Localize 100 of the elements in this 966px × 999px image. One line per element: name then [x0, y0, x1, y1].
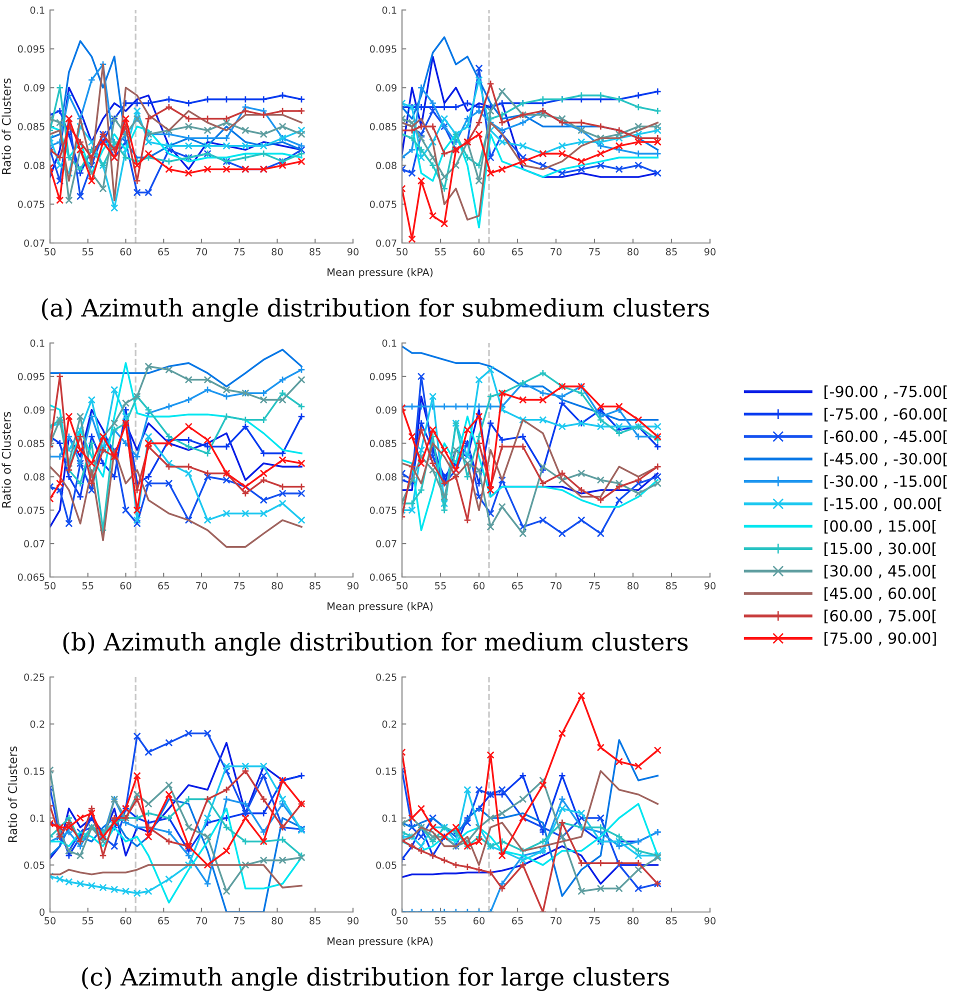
text: (b) Azimuth angle distribution for medium clusters — [63, 632, 688, 656]
legend-label: [60.00 , 75.00[ — [824, 610, 936, 624]
y-tick-label: 0.075 — [370, 200, 396, 208]
y-tick-label: 0.15 — [376, 767, 396, 775]
x-tick-label: 60 — [473, 248, 485, 256]
y-tick-label: 0.09 — [376, 406, 396, 414]
x-tick-label: 90 — [704, 582, 716, 590]
x-tick-label: 60 — [473, 917, 485, 924]
legend-label: [30.00 , 45.00[ — [824, 564, 936, 578]
x-tick-label: 65 — [512, 582, 523, 590]
legend-label: [-60.00 , -45.00[ — [824, 430, 947, 444]
y-tick-label: 0.095 — [18, 372, 44, 380]
y-tick-label: 0.07 — [376, 239, 396, 247]
x-axis-title: Mean pressure (kPA) — [328, 602, 433, 612]
x-tick-label: 90 — [347, 917, 359, 924]
x-tick-label: 80 — [627, 582, 639, 590]
x-tick-label: 60 — [120, 917, 132, 924]
x-tick-label: 80 — [272, 917, 283, 924]
x-tick-label: 75 — [234, 582, 245, 590]
legend-label: [45.00 , 60.00[ — [824, 587, 936, 601]
x-tick-label: 50 — [44, 917, 56, 924]
y-tick-label: 0 — [40, 908, 44, 916]
x-tick-label: 50 — [396, 917, 408, 924]
x-tick-label: 50 — [44, 248, 56, 256]
x-tick-label: 75 — [589, 582, 600, 590]
x-tick-label: 55 — [82, 582, 94, 590]
y-tick-label: 0.1 — [30, 339, 44, 347]
x-tick-label: 55 — [82, 917, 94, 924]
y-tick-label: 0.1 — [30, 814, 44, 822]
x-tick-label: 65 — [512, 248, 523, 256]
x-tick-label: 75 — [234, 248, 245, 256]
y-tick-label: 0.25 — [376, 673, 396, 681]
x-tick-label: 70 — [550, 917, 562, 924]
x-tick-label: 80 — [627, 917, 639, 924]
y-tick-label: 0.075 — [18, 506, 44, 514]
y-tick-label: 0.085 — [370, 440, 396, 448]
x-tick-label: 60 — [120, 248, 132, 256]
y-tick-label: 0.1 — [382, 6, 396, 14]
y-axis-title: Ratio of Clusters — [2, 78, 11, 174]
x-tick-label: 85 — [666, 582, 677, 590]
x-tick-label: 70 — [196, 582, 208, 590]
x-axis-title: Mean pressure (kPA) — [328, 268, 433, 278]
x-tick-label: 55 — [435, 582, 446, 590]
y-tick-label: 0.1 — [382, 814, 396, 822]
y-tick-label: 0.07 — [24, 540, 44, 548]
y-tick-label: 0.08 — [24, 473, 44, 481]
x-tick-label: 55 — [435, 917, 446, 924]
y-axis-title: Ratio of Clusters — [2, 412, 11, 508]
y-tick-label: 0.2 — [382, 720, 396, 728]
y-tick-label: 0.065 — [370, 573, 396, 581]
x-axis-title: Mean pressure (kPA) — [328, 937, 433, 948]
y-tick-label: 0.08 — [24, 162, 44, 170]
y-tick-label: 0.1 — [382, 339, 396, 347]
legend-label: [75.00 , 90.00] — [824, 632, 936, 646]
y-tick-label: 0.09 — [376, 84, 396, 92]
x-tick-label: 70 — [550, 248, 562, 256]
legend-label: [00.00 , 15.00[ — [824, 520, 936, 534]
y-tick-label: 0.095 — [370, 45, 396, 53]
x-tick-label: 85 — [666, 248, 677, 256]
text: (c) Azimuth angle distribution for large clusters — [82, 967, 669, 991]
y-tick-label: 0.095 — [18, 45, 44, 53]
y-tick-label: 0.085 — [18, 440, 44, 448]
y-tick-label: 0.09 — [24, 84, 44, 92]
x-tick-label: 65 — [158, 248, 169, 256]
x-tick-label: 65 — [158, 917, 169, 924]
x-tick-label: 65 — [158, 582, 169, 590]
y-tick-label: 0.065 — [18, 573, 44, 581]
y-tick-label: 0.09 — [24, 406, 44, 414]
x-tick-label: 90 — [347, 248, 359, 256]
x-tick-label: 60 — [473, 582, 485, 590]
x-tick-label: 90 — [704, 917, 716, 924]
y-tick-label: 0.05 — [24, 861, 44, 869]
x-tick-label: 75 — [589, 248, 600, 256]
y-tick-label: 0.075 — [18, 200, 44, 208]
x-tick-label: 70 — [550, 582, 562, 590]
x-tick-label: 90 — [704, 248, 716, 256]
x-tick-label: 70 — [196, 248, 208, 256]
y-tick-label: 0.075 — [370, 506, 396, 514]
x-tick-label: 75 — [589, 917, 600, 924]
x-tick-label: 55 — [435, 248, 446, 256]
x-tick-label: 85 — [666, 917, 677, 924]
y-tick-label: 0.08 — [376, 473, 396, 481]
legend-label: [-90.00 , -75.00[ — [824, 385, 947, 400]
legend-label: [-75.00 , -60.00[ — [824, 408, 947, 422]
legend-label: [-15.00 , 00.00[ — [824, 498, 942, 512]
y-tick-label: 0 — [392, 908, 396, 916]
x-tick-label: 90 — [347, 582, 359, 590]
x-tick-label: 85 — [310, 917, 320, 924]
y-tick-label: 0.25 — [24, 673, 44, 681]
legend-label: [-30.00 , -15.00[ — [824, 475, 947, 489]
x-tick-label: 85 — [310, 248, 320, 256]
x-tick-label: 50 — [396, 248, 408, 256]
x-tick-label: 75 — [234, 917, 245, 924]
x-tick-label: 80 — [272, 582, 283, 590]
x-tick-label: 80 — [627, 248, 639, 256]
x-tick-label: 70 — [196, 917, 208, 924]
y-axis-title: Ratio of Clusters — [8, 746, 18, 842]
x-tick-label: 50 — [44, 582, 56, 590]
legend-label: [-45.00 , -30.00[ — [824, 452, 947, 466]
y-tick-label: 0.05 — [376, 861, 396, 869]
